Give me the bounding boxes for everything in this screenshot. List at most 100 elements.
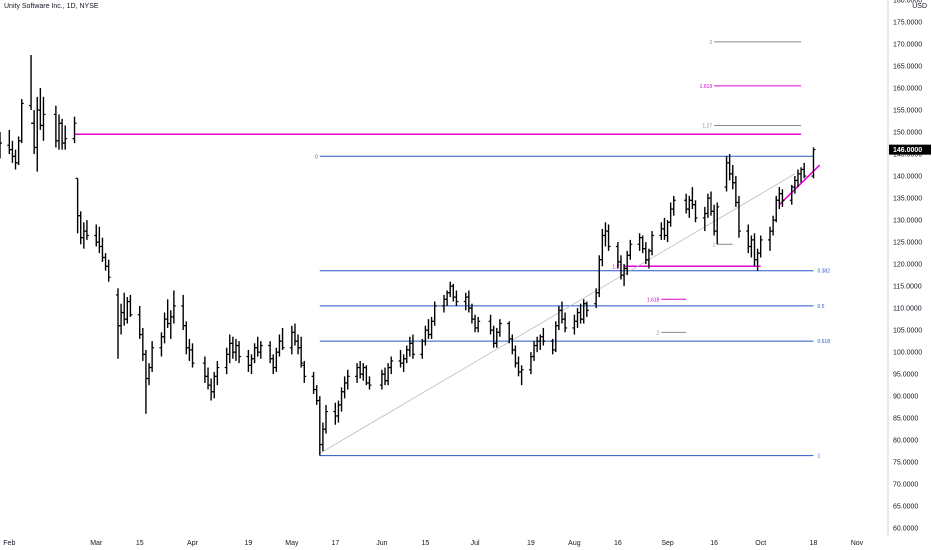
y-tick-label: 125.0000 [893,240,922,247]
ohlc-bar [63,125,68,150]
ohlc-bar [355,363,360,383]
ohlc-bar [280,327,285,350]
y-tick-label: 95.0000 [893,372,918,379]
price-axis[interactable]: 60.0000 65.0000 70.0000 75.0000 80.0000 85.00… [887,0,922,537]
ext-upper-2-label: 2 [709,40,712,46]
ohlc-bar [35,96,40,172]
ohlc-bar [274,347,279,372]
ohlc-bar [314,385,319,405]
ohlc-bar [317,396,322,456]
ohlc-bar [578,303,583,324]
y-tick-label: 75.0000 [893,460,918,467]
ohlc-bar [364,365,369,386]
ext-upper-1618-label: 1.618 [700,84,713,90]
ohlc-bar [491,325,496,348]
ohlc-bar [100,237,105,262]
fib-level-05-label: 0.5 [817,304,824,310]
x-tick-label: 15 [136,540,144,547]
ohlc-bar [106,259,111,282]
ohlc-bar [811,147,816,179]
ohlc-bar [289,325,294,355]
y-tick-label: 145.0000 [893,152,922,159]
ohlc-bar [268,341,273,364]
ohlc-bar [628,239,633,260]
ohlc-bar [19,99,24,144]
x-tick-label: 16 [710,540,718,547]
ohlc-bar [258,341,263,359]
ohlc-bar [541,327,546,346]
ohlc-bar [532,341,537,361]
ohlc-bar [423,325,428,346]
ohlc-bar [709,191,714,216]
ohlc-bar [575,308,580,328]
ohlc-bar [507,321,512,344]
ohlc-bar [336,400,341,423]
ohlc-bar [559,301,564,324]
y-tick-label: 70.0000 [893,482,918,489]
ohlc-bar [736,195,741,238]
ohlc-bar [637,233,642,251]
ohlc-bar [715,202,720,245]
ohlc-bar [13,149,18,170]
ohlc-bar [122,292,127,326]
ohlc-bar [603,222,608,247]
y-tick-label: 100.0000 [893,350,922,357]
ohlc-bar [650,231,655,256]
x-tick-label: 17 [331,540,339,547]
ext-lower-2-label: 2 [657,330,660,336]
ohlc-bar [233,338,238,361]
ohlc-bar [60,118,65,150]
ohlc-bar [802,162,807,179]
y-tick-label: 150.0000 [893,130,922,137]
currency-label: USD [912,3,927,10]
ohlc-bar [510,334,515,355]
ohlc-bar [29,55,34,124]
ohlc-bar [410,334,415,359]
ohlc-bar [746,224,751,254]
ohlc-bar [171,290,176,324]
ohlc-bar [230,336,235,359]
ohlc-bar [38,88,43,130]
y-tick-label: 170.0000 [893,42,922,49]
diagonal-trend-line[interactable] [319,173,796,454]
x-tick-label: 16 [614,540,622,547]
ohlc-bar [358,360,363,379]
ohlc-bar [386,363,391,386]
ohlc-bar [119,303,124,335]
y-tick-label: 90.0000 [893,394,918,401]
x-tick-label: Sep [661,540,674,547]
ohlc-bar [705,193,710,218]
ohlc-bar [292,323,297,346]
ohlc-bar [724,156,729,192]
y-tick-label: 105.0000 [893,328,922,335]
ohlc-bar [432,301,437,326]
symbol-title[interactable]: Unity Software Inc., 1D, NYSE [4,3,99,10]
ohlc-bar [597,255,602,298]
ohlc-bar [497,319,502,337]
ohlc-bar [513,345,518,368]
y-tick-label: 165.0000 [893,64,922,71]
ohlc-bar [75,177,80,234]
ohlc-bar [0,132,2,159]
ohlc-bar [448,281,453,298]
time-axis[interactable]: Feb Mar 15 Apr 19 May 17 Jun 15 Jul 19 Aug 16 Sep 16 Oc… [3,540,863,547]
y-tick-label: 65.0000 [893,504,918,511]
ohlc-bar [429,316,434,339]
ohlc-bar [379,369,384,390]
fib-level-0-label: 0 [315,154,318,160]
ohlc-bar [324,404,329,434]
ohlc-bar [97,226,102,254]
ohlc-bar [255,336,260,357]
ohlc-bar [162,312,167,344]
ohlc-bar [56,114,61,150]
ohlc-bar [466,290,471,313]
ohlc-bar [206,367,211,390]
x-tick-label: Jul [471,540,480,547]
ohlc-bar [572,314,577,335]
ohlc-bar [420,338,425,359]
ohlc-bar [128,294,133,317]
ohlc-bar [581,299,586,324]
ohlc-bar [600,228,605,267]
